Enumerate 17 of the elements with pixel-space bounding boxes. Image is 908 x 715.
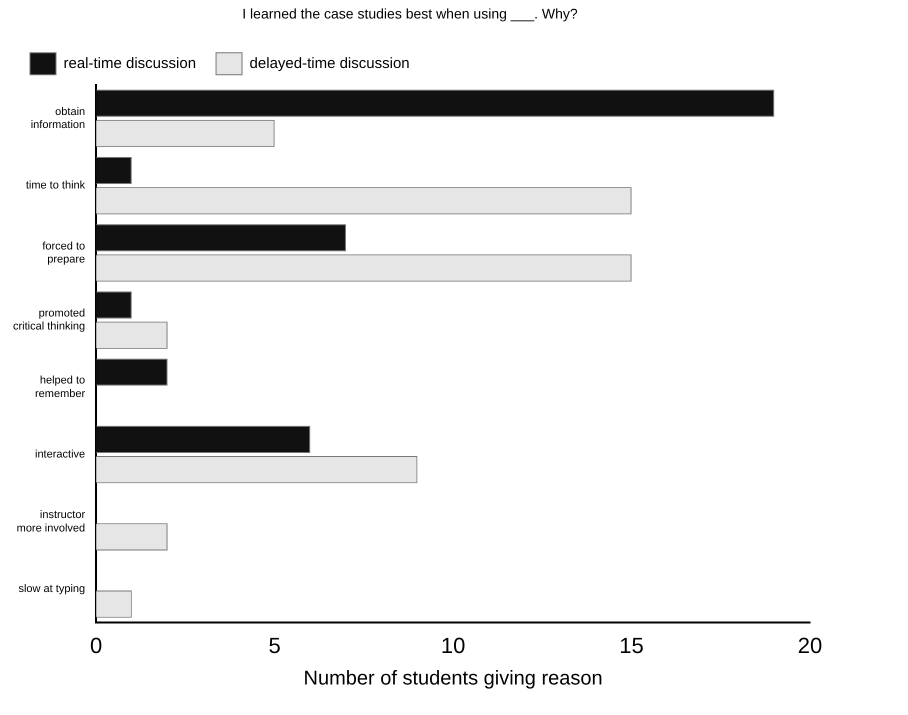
y-tick-label: time to think: [26, 180, 86, 192]
x-tick-label: 5: [268, 632, 281, 658]
y-tick-label: obtain information: [30, 106, 86, 132]
x-tick-label: 0: [90, 632, 102, 658]
x-tick-label: 10: [440, 632, 466, 658]
y-tick-label: slow at typing: [18, 583, 86, 596]
y-tick-label: interactive: [35, 448, 86, 461]
y-tick-label: instructor more involved: [16, 509, 86, 534]
y-tick-label: helped to remember: [35, 374, 86, 400]
x-tick-label: 15: [619, 632, 644, 658]
legend-label: delayed-time discussion: [250, 54, 410, 72]
x-tick-label: 20: [798, 632, 822, 658]
legend-label: real-time discussion: [64, 54, 196, 72]
x-axis-title: Number of students giving reason: [304, 668, 603, 690]
y-tick-label: promoted critical thinking: [13, 308, 86, 333]
y-tick-label: forced to prepare: [42, 240, 86, 266]
chart-title: I learned the case studies best when using ___. Why?: [242, 5, 578, 22]
